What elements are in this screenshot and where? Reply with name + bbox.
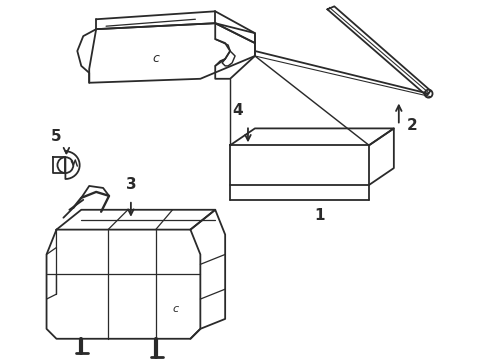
Text: c: c: [172, 304, 178, 314]
Text: 5: 5: [51, 129, 62, 144]
Text: 1: 1: [314, 208, 325, 223]
Text: 3: 3: [125, 177, 136, 192]
Text: 4: 4: [233, 103, 244, 118]
Text: 2: 2: [407, 118, 417, 133]
Text: c: c: [152, 53, 159, 66]
